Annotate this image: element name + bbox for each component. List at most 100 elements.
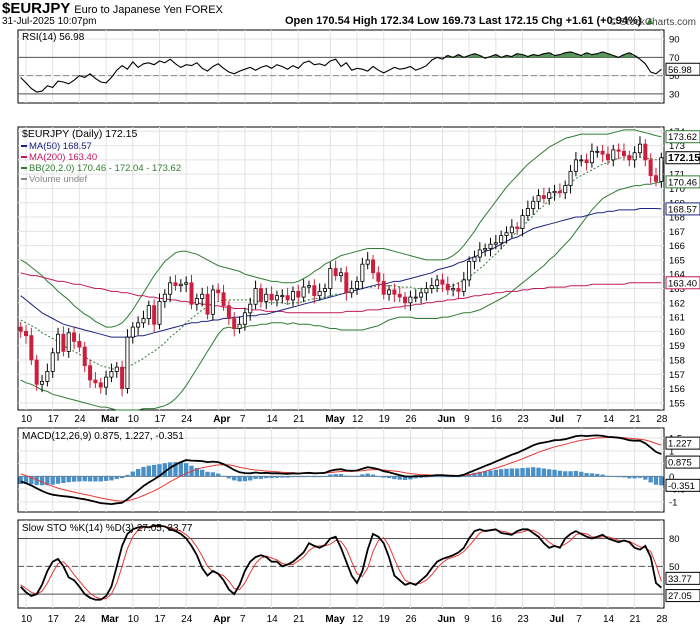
sto-last-d-box bbox=[665, 571, 700, 585]
macd-hist-bar bbox=[328, 474, 333, 477]
macd-hist-bar bbox=[520, 467, 525, 477]
rsi-overbought-fill bbox=[578, 55, 584, 58]
macd-hist-bar bbox=[552, 469, 557, 477]
rsi-overbought-fill bbox=[466, 55, 472, 58]
macd-hist-bar bbox=[648, 476, 653, 483]
rsi-overbought-fill bbox=[605, 53, 611, 58]
candle-body bbox=[56, 333, 61, 354]
macd-hist-bar bbox=[162, 463, 167, 477]
macd-hist-bar bbox=[429, 476, 434, 478]
price-last-ma50: 168.57 bbox=[668, 204, 697, 215]
price-tick-label: 171 bbox=[669, 170, 685, 181]
macd-hist-bar bbox=[627, 476, 632, 479]
macd-hist-bar bbox=[515, 468, 520, 477]
x-axis-label: 16 bbox=[491, 414, 503, 425]
candle-body bbox=[162, 293, 167, 302]
macd-last-signal: 1.227 bbox=[668, 439, 692, 450]
candle-body bbox=[93, 379, 98, 384]
candle-body bbox=[531, 200, 536, 209]
candle-body bbox=[200, 293, 205, 299]
candle-body bbox=[301, 286, 306, 298]
macd-hist-bar bbox=[269, 476, 274, 479]
x-axis-label: Apr bbox=[213, 414, 230, 425]
symbol-ticker: $EURJPY bbox=[2, 0, 71, 17]
x-axis-label: 14 bbox=[267, 414, 279, 425]
macd-hist-bar bbox=[472, 472, 477, 477]
macd-hist-bar bbox=[322, 476, 328, 477]
symbol-title: $EURJPY Euro to Japanese Yen FOREX bbox=[2, 0, 223, 17]
candle-body bbox=[40, 381, 45, 385]
macd-hist-bar bbox=[402, 476, 408, 480]
sto-frame bbox=[17, 519, 665, 609]
bb-lower-line bbox=[20, 181, 662, 411]
macd-hist-bar bbox=[573, 471, 579, 477]
x-axis-label: 23 bbox=[518, 414, 530, 425]
candle-body bbox=[258, 288, 263, 302]
x-axis-label: 14 bbox=[603, 414, 615, 425]
macd-hist-bar bbox=[34, 476, 39, 486]
macd-hist-bar bbox=[45, 476, 50, 486]
macd-hist-bar bbox=[71, 476, 77, 482]
macd-last-hist-box bbox=[665, 478, 700, 492]
rsi-overbought-fill bbox=[610, 55, 616, 58]
rsi-overbought-fill bbox=[557, 54, 563, 58]
candle-body bbox=[381, 280, 386, 295]
macd-hist-bar bbox=[637, 476, 643, 478]
macd-hist-bar bbox=[498, 469, 504, 477]
candle-body bbox=[499, 235, 504, 244]
macd-hist-bar bbox=[589, 473, 595, 477]
candle-body bbox=[419, 292, 424, 298]
candle-body bbox=[461, 279, 466, 292]
rsi-overbought-fill bbox=[594, 53, 600, 58]
candle-body bbox=[221, 292, 226, 307]
macd-hist-bar bbox=[103, 476, 109, 481]
x-axis-label: Jun bbox=[437, 414, 455, 425]
candle-body bbox=[360, 263, 365, 282]
macd-hist-bar bbox=[194, 467, 200, 477]
macd-hist-bar bbox=[119, 476, 125, 479]
candle-body bbox=[88, 365, 93, 381]
candle-body bbox=[285, 295, 290, 301]
x-axis-label: 10 bbox=[21, 414, 33, 425]
macd-hist-bar bbox=[184, 463, 189, 477]
rsi-overbought-fill bbox=[567, 51, 574, 58]
macd-hist-bar bbox=[563, 471, 568, 477]
candle-body bbox=[515, 226, 520, 229]
candle-body bbox=[525, 208, 530, 217]
x-axis-label: 7 bbox=[240, 614, 246, 625]
price-tick-label: 155 bbox=[669, 398, 685, 409]
candle-body bbox=[226, 305, 231, 319]
macd-hist-bar bbox=[349, 475, 354, 477]
candle-body bbox=[173, 282, 178, 287]
macd-hist-bar bbox=[18, 476, 23, 484]
macd-hist-bar bbox=[87, 476, 93, 482]
macd-hist-bar bbox=[643, 476, 648, 480]
macd-hist-bar bbox=[135, 468, 141, 477]
candle-body bbox=[189, 282, 194, 305]
watermark: © StockCharts.com bbox=[609, 17, 696, 28]
price-tick-label: 156 bbox=[669, 384, 685, 395]
price-last-last-box bbox=[665, 151, 700, 165]
candle-body bbox=[477, 249, 482, 258]
rsi-tick-label: 90 bbox=[669, 35, 680, 46]
macd-last-hist: -0.351 bbox=[668, 481, 695, 492]
macd-hist-bar bbox=[232, 476, 237, 481]
candle-body bbox=[66, 332, 71, 352]
up-arrow-icon: ▲ bbox=[644, 15, 656, 27]
macd-hist-bar bbox=[61, 476, 66, 483]
candle-body bbox=[77, 340, 82, 348]
macd-hist-bar bbox=[109, 476, 114, 481]
candle-body bbox=[552, 190, 557, 194]
price-legend-vol: Volume undef bbox=[29, 174, 87, 185]
price-tick-label: 163 bbox=[669, 284, 685, 295]
macd-hist-bar bbox=[493, 469, 498, 477]
price-tick-label: 158 bbox=[669, 355, 685, 366]
rsi-overbought-fill bbox=[551, 55, 558, 58]
rsi-line bbox=[20, 51, 662, 93]
macd-hist-bar bbox=[600, 474, 605, 477]
macd-hist-bar bbox=[226, 476, 232, 479]
price-tick-label: 162 bbox=[669, 298, 685, 309]
macd-hist-bar bbox=[488, 470, 493, 477]
candle-body bbox=[45, 371, 50, 382]
candle-body bbox=[130, 326, 135, 338]
